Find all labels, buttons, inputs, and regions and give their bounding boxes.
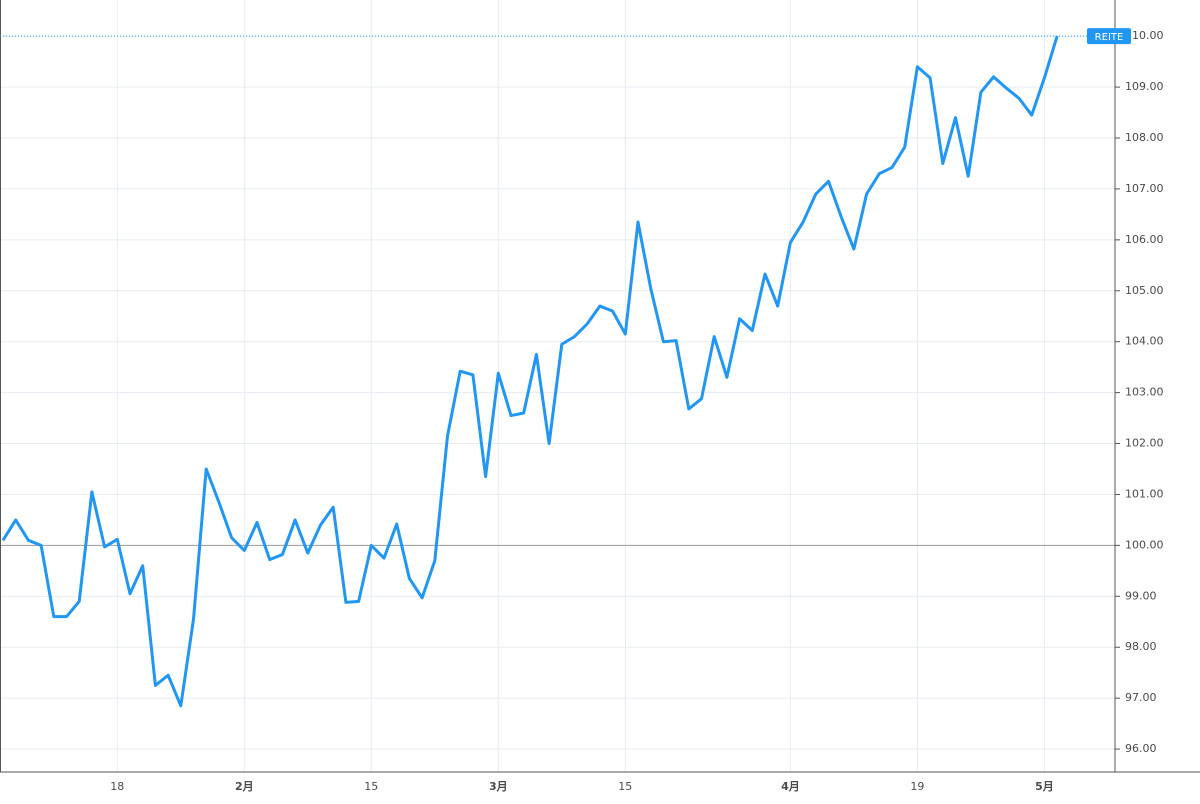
line-series [1, 35, 1059, 708]
x-tick-label: 15 [364, 780, 378, 793]
series-name: REITE [1095, 32, 1124, 43]
y-tick-label: 103.00 [1125, 386, 1164, 399]
y-tick-label: 105.00 [1125, 284, 1164, 297]
y-tick-label: 97.00 [1125, 691, 1157, 704]
y-tick-label: 102.00 [1125, 437, 1164, 450]
y-tick-label: 110.00 [1125, 29, 1164, 42]
x-tick-label: 3月 [489, 780, 508, 793]
x-tick-label: 5月 [1035, 780, 1054, 793]
y-tick-label: 107.00 [1125, 182, 1164, 195]
y-tick-label: 104.00 [1125, 335, 1164, 348]
y-tick-label: 101.00 [1125, 487, 1164, 500]
y-tick-label: 99.00 [1125, 589, 1157, 602]
y-tick-label: 109.00 [1125, 80, 1164, 93]
y-tick-label: 96.00 [1125, 742, 1157, 755]
y-tick-label: 108.00 [1125, 131, 1164, 144]
x-tick-label: 4月 [781, 780, 800, 793]
x-tick-label: 15 [618, 780, 632, 793]
x-tick-label: 18 [110, 780, 124, 793]
series-badge [1087, 28, 1131, 45]
y-tick-label: 100.00 [1125, 538, 1164, 551]
x-tick-label: 2月 [235, 780, 254, 793]
x-tick-label: 19 [910, 780, 924, 793]
y-tick-label: 106.00 [1125, 233, 1164, 246]
y-tick-label: 98.00 [1125, 640, 1157, 653]
